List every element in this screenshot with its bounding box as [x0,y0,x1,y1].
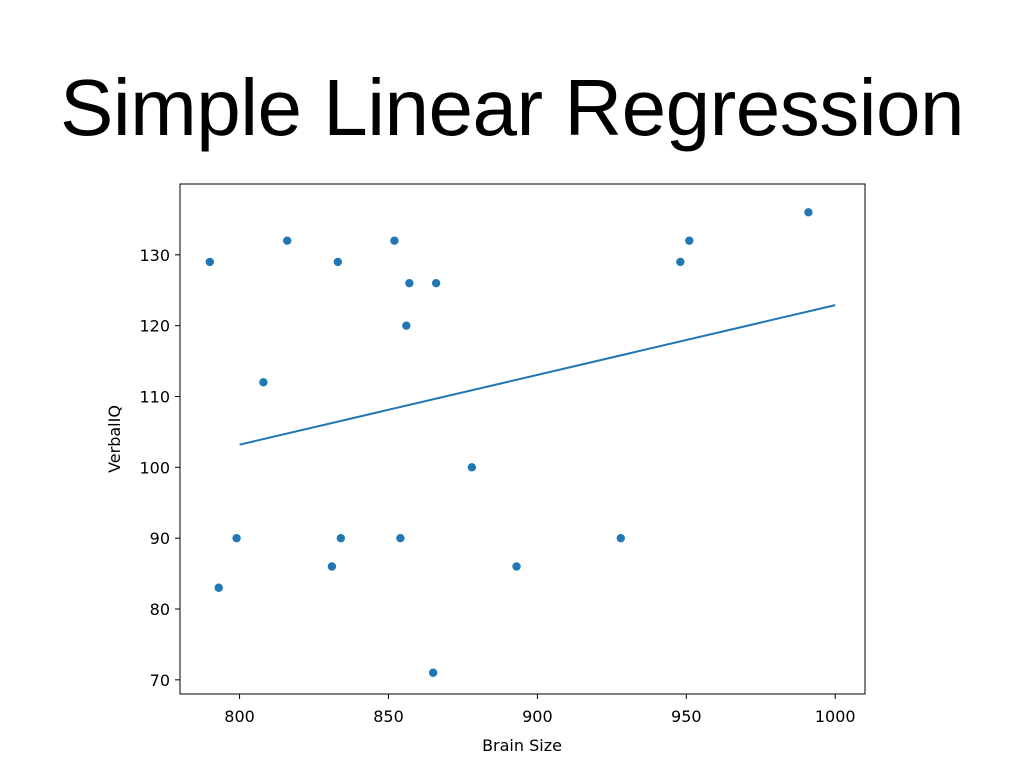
data-point [390,236,399,245]
y-axis: 70 80 90 100 110 120 130 [139,246,180,690]
data-point [283,236,292,245]
data-point [214,583,223,592]
data-point [676,257,685,267]
data-point [232,533,241,543]
data-point [336,533,346,543]
regression-layer [239,304,836,446]
x-axis: 800 850 900 950 1000 [224,694,856,726]
x-axis-label: Brain Size [482,736,562,755]
x-tick-label: 850 [373,707,404,726]
y-tick-label: 130 [139,246,170,265]
x-tick-label: 950 [671,707,702,726]
points-layer [205,208,813,677]
data-point [396,533,405,543]
x-tick-label: 900 [522,707,553,726]
x-tick-label: 800 [224,707,255,726]
data-point [512,562,521,571]
y-axis-label: VerbalIQ [105,405,124,473]
data-point [804,208,813,217]
data-point [327,562,337,571]
y-tick-label: 120 [139,317,170,336]
y-tick-label: 110 [139,388,170,407]
data-point [405,278,414,288]
x-tick-label: 1000 [815,707,856,726]
data-point [205,257,214,267]
data-point [431,278,441,288]
y-tick-label: 80 [150,600,170,619]
y-tick-label: 90 [150,529,170,548]
data-point [467,463,477,472]
data-point [428,668,438,677]
slide-title: Simple Linear Regression [59,63,965,152]
y-tick-label: 70 [150,671,170,690]
plot-area-frame [179,183,866,695]
data-point [259,378,268,387]
data-point [402,321,411,330]
regression-line [239,304,836,446]
data-point [616,533,625,543]
y-tick-label: 100 [139,458,170,477]
data-point [685,236,694,245]
data-point [333,257,343,267]
